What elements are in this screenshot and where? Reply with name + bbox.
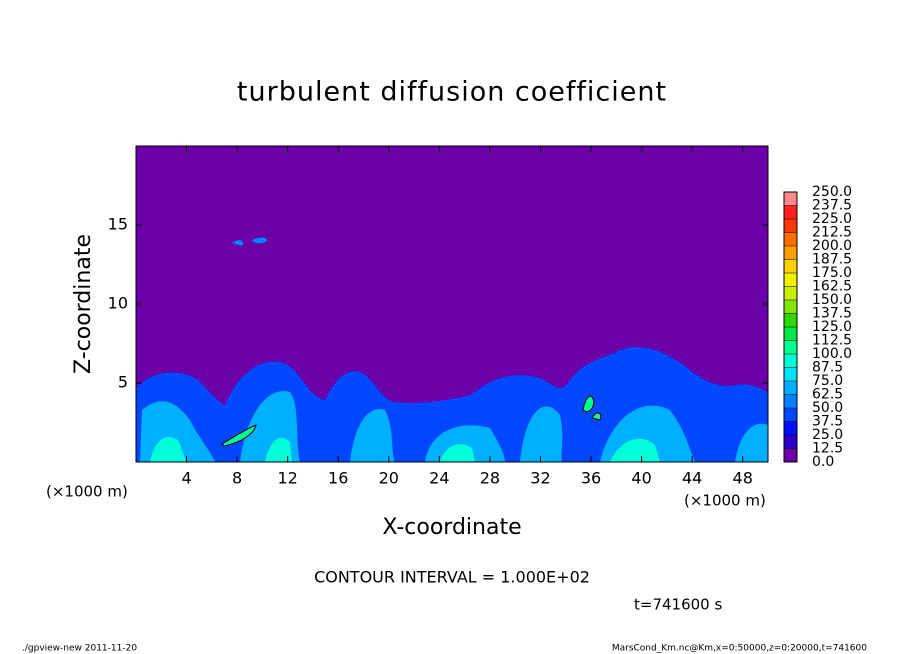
field-region xyxy=(232,237,267,246)
y-tick-label: 15 xyxy=(108,215,128,234)
colorbar-label: 187.5 xyxy=(812,252,852,268)
colorbar-label: 150.0 xyxy=(812,292,852,308)
x-tick-label: 32 xyxy=(530,469,550,488)
footer-left: ./gpview-new 2011-11-20 xyxy=(22,644,137,654)
colorbar-label: 250.0 xyxy=(812,184,852,200)
contour-note: CONTOUR INTERVAL = 1.000E+02 xyxy=(314,568,590,587)
colorbar-swatch xyxy=(784,192,797,206)
plot-area xyxy=(135,145,769,463)
colorbar-swatch xyxy=(784,408,797,422)
colorbar-swatch xyxy=(784,232,797,246)
colorbar-swatch xyxy=(784,421,797,435)
x-tick-label: 36 xyxy=(581,469,601,488)
x-tick-label: 40 xyxy=(631,469,651,488)
colorbar-swatch xyxy=(784,300,797,314)
colorbar-label: 12.5 xyxy=(812,441,843,457)
colorbar-label: 50.0 xyxy=(812,400,843,416)
y-tick-label: 10 xyxy=(108,294,128,313)
colorbar-swatch xyxy=(784,327,797,341)
field-region xyxy=(150,436,660,462)
x-tick-label: 20 xyxy=(379,469,399,488)
y-axis-label: Z-coordinate xyxy=(71,234,96,374)
colorbar-label: 0.0 xyxy=(812,454,834,470)
colorbar-label: 237.5 xyxy=(812,198,852,214)
colorbar-label: 100.0 xyxy=(812,346,852,362)
colorbar-swatch xyxy=(784,448,797,462)
time-note: t=741600 s xyxy=(634,596,722,614)
footer-right: MarsCond_Km.nc@Km,x=0:50000,z=0:20000,t=… xyxy=(612,644,867,654)
y-tick-label: 5 xyxy=(118,373,128,392)
chart-title: turbulent diffusion coefficient xyxy=(237,77,667,108)
colorbar-label: 212.5 xyxy=(812,225,852,241)
colorbar-label: 125.0 xyxy=(812,319,852,335)
colorbar-swatch xyxy=(784,219,797,233)
colorbar-swatch xyxy=(784,340,797,354)
colorbar-label: 175.0 xyxy=(812,265,852,281)
colorbar-swatch xyxy=(784,286,797,300)
colorbar-swatch xyxy=(784,205,797,219)
colorbar-swatch xyxy=(784,367,797,381)
x-unit: (×1000 m) xyxy=(684,492,766,510)
x-tick-label: 12 xyxy=(278,469,298,488)
colorbar-label: 37.5 xyxy=(812,414,843,430)
x-tick-label: 28 xyxy=(480,469,500,488)
x-axis-label: X-coordinate xyxy=(382,515,521,540)
colorbar-label: 137.5 xyxy=(812,306,852,322)
field-region xyxy=(140,391,768,462)
colorbar-swatch xyxy=(784,354,797,368)
colorbar-swatch xyxy=(784,435,797,449)
colorbar-label: 225.0 xyxy=(812,211,852,227)
colorbar-label: 112.5 xyxy=(812,333,852,349)
field-region xyxy=(221,395,602,447)
x-tick-label: 8 xyxy=(232,469,242,488)
colorbar-swatch xyxy=(784,381,797,395)
colorbar-label: 62.5 xyxy=(812,387,843,403)
y-unit: (×1000 m) xyxy=(46,483,128,501)
colorbar-swatch xyxy=(784,313,797,327)
colorbar-swatch xyxy=(784,259,797,273)
colorbar-swatch xyxy=(784,273,797,287)
colorbar-swatch xyxy=(784,246,797,260)
colorbar-label: 25.0 xyxy=(812,427,843,443)
colorbar-label: 87.5 xyxy=(812,360,843,376)
x-tick-label: 24 xyxy=(429,469,449,488)
colorbar-swatch xyxy=(784,394,797,408)
x-tick-label: 44 xyxy=(682,469,702,488)
x-tick-label: 48 xyxy=(733,469,753,488)
colorbar-label: 200.0 xyxy=(812,238,852,254)
colorbar-label: 75.0 xyxy=(812,373,843,389)
x-tick-label: 16 xyxy=(328,469,348,488)
x-tick-label: 4 xyxy=(181,469,191,488)
colorbar-label: 162.5 xyxy=(812,279,852,295)
